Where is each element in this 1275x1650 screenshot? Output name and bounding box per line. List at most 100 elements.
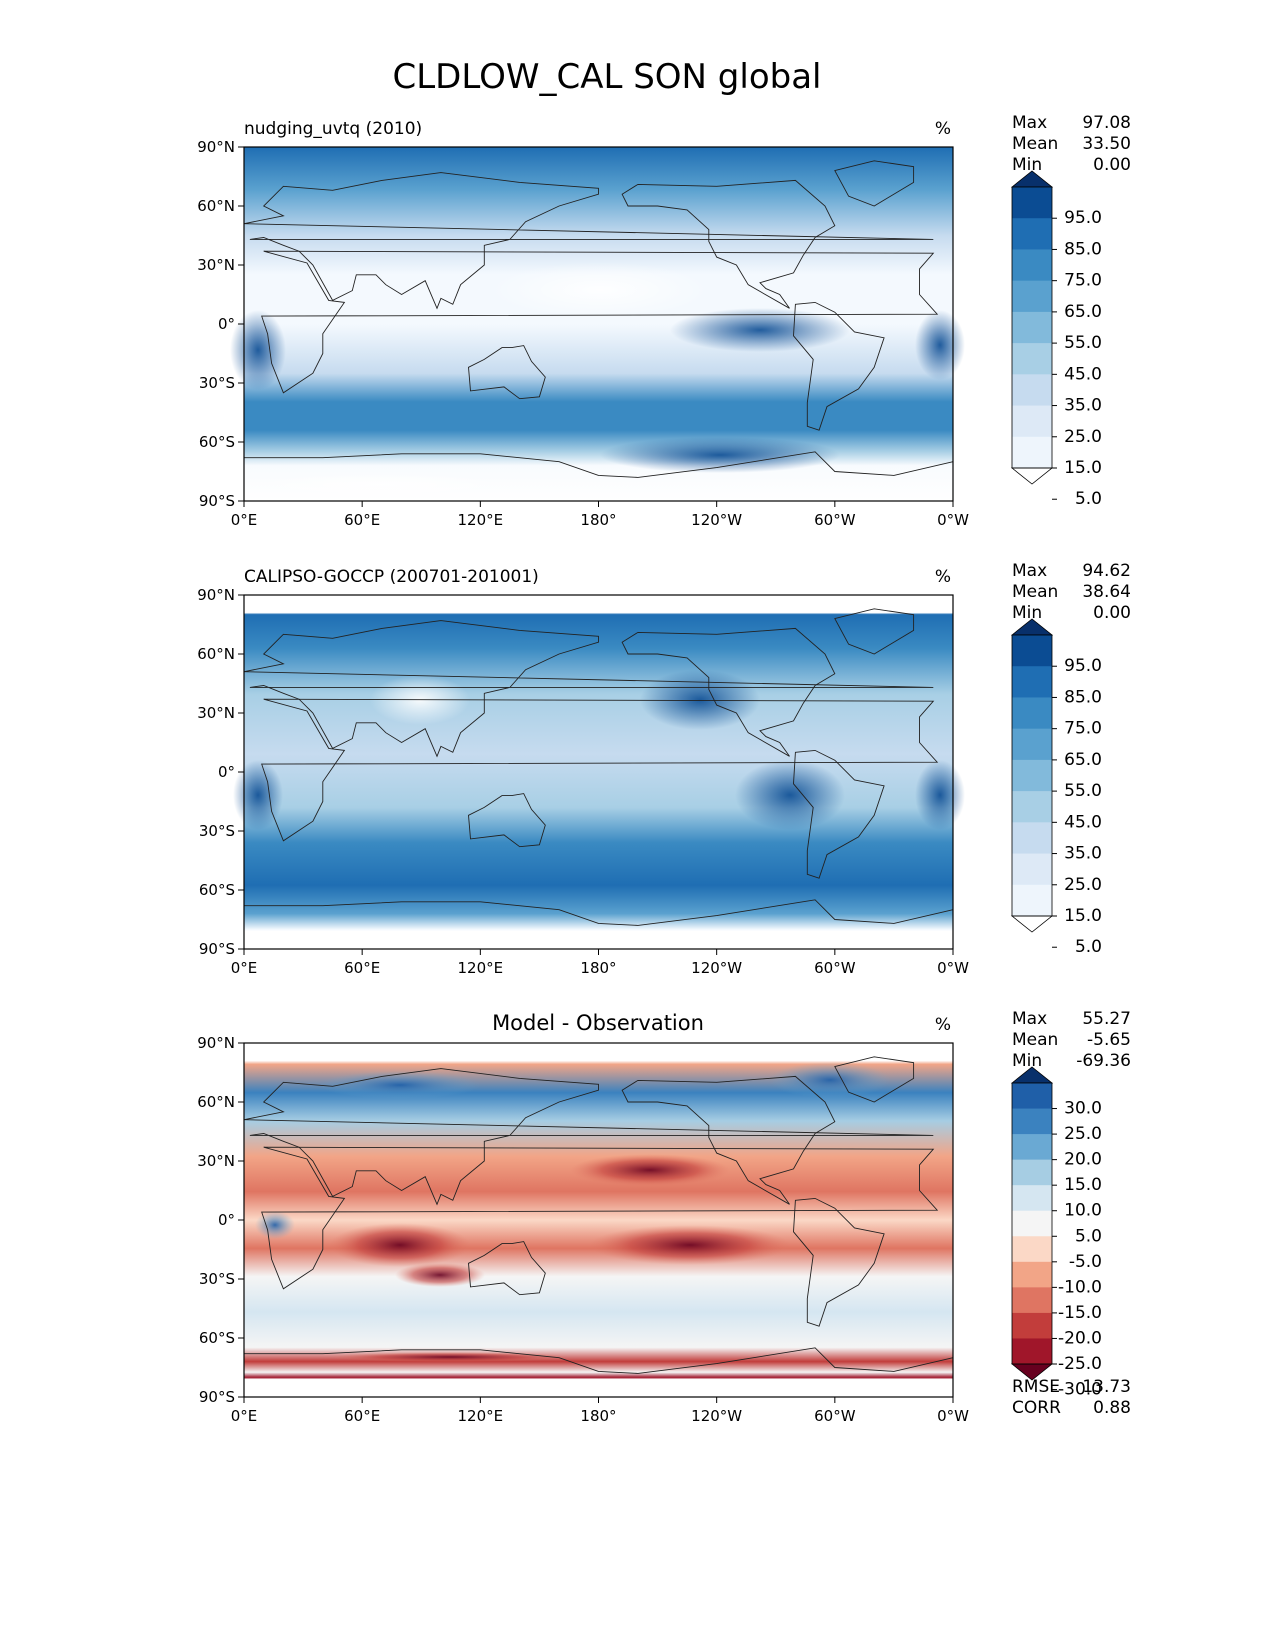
colorbar-segment xyxy=(1012,280,1052,313)
error-stats-block: RMSE 13.73 CORR 0.88 xyxy=(1012,1377,1131,1418)
colorbar-label: 75.0 xyxy=(1064,271,1102,291)
colorbar-segment xyxy=(1012,791,1052,823)
y-tick-label: 90°N xyxy=(197,586,235,604)
colorbar-segment xyxy=(1012,218,1052,250)
figure-title: CLDLOW_CAL SON global xyxy=(392,57,821,97)
stat-value-min: 0.00 xyxy=(1093,155,1131,175)
coastline-antarctica xyxy=(244,451,954,478)
y-tick-label: 30°S xyxy=(199,374,235,392)
colorbar-frame xyxy=(1011,1082,1053,1365)
colorbar-label: 25.0 xyxy=(1064,1124,1102,1144)
coastline-antarctica xyxy=(244,1347,954,1374)
map-field xyxy=(233,595,965,949)
colorbar-segment xyxy=(1012,1312,1052,1339)
colorbar-frame xyxy=(1011,634,1053,917)
colorbar-extend-bottom xyxy=(1010,467,1054,485)
colorbar-frame xyxy=(1011,186,1053,469)
coastline-south_america xyxy=(793,301,885,431)
colorbar-label: 15.0 xyxy=(1064,906,1102,926)
x-tick-label: 0°E xyxy=(231,1407,258,1425)
x-tick-label: 180° xyxy=(580,511,616,529)
colorbar-segment xyxy=(1012,1287,1052,1314)
stat-label-max: Max xyxy=(1012,113,1047,133)
panel-difference: 0°E 60°E 120°E 180° 120°W 60°W 0°W 90°N 60°N 30°… xyxy=(197,1009,1131,1425)
colorbar-segment xyxy=(1012,249,1052,282)
colorbar-segment xyxy=(1012,1083,1052,1110)
x-tick-label: 0°W xyxy=(937,1407,969,1425)
coastline-south_america xyxy=(793,749,885,879)
y-tick-label: 90°N xyxy=(197,138,235,156)
x-tick-label: 120°E xyxy=(458,511,504,529)
colorbar: 95.0 85.0 75.0 65.0 55.0 45.0 35.0 25.0 15.0 5.0 xyxy=(1010,618,1102,957)
y-tick-label: 90°N xyxy=(197,1034,235,1052)
units-label: % xyxy=(935,567,951,587)
y-tick-label: 30°N xyxy=(197,1152,235,1170)
panel-title-center: Model - Observation xyxy=(492,1011,704,1035)
colorbar-segment xyxy=(1012,374,1052,407)
stat-value-min: 0.00 xyxy=(1093,603,1131,623)
colorbar-label: 85.0 xyxy=(1064,687,1102,707)
stat-label-min: Min xyxy=(1012,603,1042,623)
y-tick-label: 60°S xyxy=(199,433,235,451)
y-tick-label: 60°S xyxy=(199,1329,235,1347)
colorbar: 95.0 85.0 75.0 65.0 55.0 45.0 35.0 25.0 15.0 5.0 xyxy=(1010,170,1102,509)
coastline-antarctica xyxy=(244,899,954,926)
colorbar-segment xyxy=(1012,697,1052,730)
stat-value-max: 97.08 xyxy=(1082,113,1131,133)
colorbar-label: 25.0 xyxy=(1064,875,1102,895)
colorbar-label: 15.0 xyxy=(1064,458,1102,478)
coastline-australia xyxy=(468,793,546,848)
colorbar-label: 95.0 xyxy=(1064,208,1102,228)
stat-label-max: Max xyxy=(1012,561,1047,581)
panel-observation: 0°E 60°E 120°E 180° 120°W 60°W 0°W 90°N 60°N 30°… xyxy=(197,561,1131,977)
y-tick-label: 0° xyxy=(218,1211,235,1229)
x-tick-label: 60°E xyxy=(344,959,380,977)
colorbar-label: 45.0 xyxy=(1064,364,1102,384)
stat-label-min: Min xyxy=(1012,1051,1042,1071)
x-ticks: 0°E 60°E 120°E 180° 120°W 60°W 0°W xyxy=(231,949,969,977)
coastline-africa xyxy=(261,698,939,842)
y-ticks: 90°N 60°N 30°N 0° 30°S 60°S 90°S xyxy=(197,586,244,958)
colorbar-label: 30.0 xyxy=(1064,1099,1102,1119)
colorbar-segment xyxy=(1012,635,1052,667)
x-tick-label: 0°E xyxy=(231,959,258,977)
x-ticks: 0°E 60°E 120°E 180° 120°W 60°W 0°W xyxy=(231,501,969,529)
y-tick-label: 90°S xyxy=(199,940,235,958)
panel-title-left: CALIPSO-GOCCP (200701-201001) xyxy=(244,567,539,587)
x-tick-label: 180° xyxy=(580,1407,616,1425)
coastline-europe_asia xyxy=(243,1068,934,1206)
colorbar-label: 10.0 xyxy=(1064,1201,1102,1221)
colorbar-label: 85.0 xyxy=(1064,239,1102,259)
colorbar-label: 65.0 xyxy=(1064,302,1102,322)
y-tick-label: 0° xyxy=(218,763,235,781)
coastline-africa xyxy=(261,250,939,394)
colorbar-segment xyxy=(1012,1185,1052,1212)
x-ticks: 0°E 60°E 120°E 180° 120°W 60°W 0°W xyxy=(231,1397,969,1425)
map-field xyxy=(244,1043,953,1397)
stat-value-mean: 33.50 xyxy=(1082,134,1131,154)
stats-block: Max 97.08 Mean 33.50 Min 0.00 xyxy=(1012,113,1131,175)
stat-label-mean: Mean xyxy=(1012,134,1058,154)
colorbar-label: 5.0 xyxy=(1075,489,1102,509)
y-tick-label: 30°S xyxy=(199,822,235,840)
colorbar-segment xyxy=(1012,1159,1052,1186)
x-tick-label: 120°W xyxy=(691,959,742,977)
coastline-south_america xyxy=(793,1197,885,1327)
colorbar-label: 5.0 xyxy=(1075,1226,1102,1246)
colorbar-label: -10.0 xyxy=(1058,1277,1102,1297)
x-tick-label: 60°W xyxy=(814,959,856,977)
colorbar-label: 55.0 xyxy=(1064,781,1102,801)
y-tick-label: 0° xyxy=(218,315,235,333)
y-tick-label: 90°S xyxy=(199,1388,235,1406)
colorbar-segment xyxy=(1012,405,1052,438)
x-tick-label: 0°E xyxy=(231,511,258,529)
coastline-africa xyxy=(261,1146,939,1290)
stats-block: Max 94.62 Mean 38.64 Min 0.00 xyxy=(1012,561,1131,623)
x-tick-label: 0°W xyxy=(937,959,969,977)
rmse-label: RMSE xyxy=(1012,1377,1060,1397)
y-tick-label: 30°S xyxy=(199,1270,235,1288)
x-tick-label: 60°E xyxy=(344,511,380,529)
colorbar-segment xyxy=(1012,436,1052,469)
colorbar-segment xyxy=(1012,187,1052,219)
